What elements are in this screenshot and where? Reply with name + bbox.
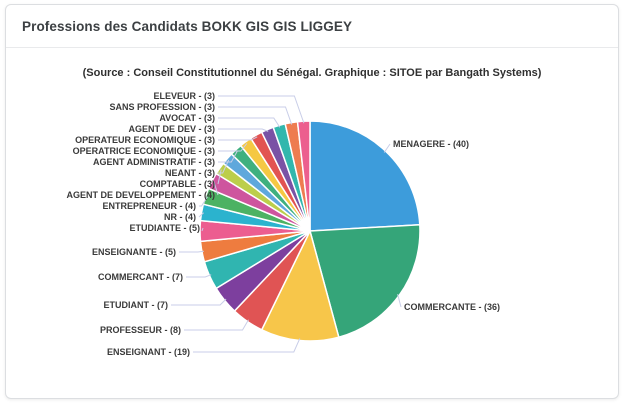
page-title: Professions des Candidats BOKK GIS GIS L… xyxy=(22,18,353,34)
chart-subtitle: (Source : Conseil Constitutionnel du Sén… xyxy=(82,67,542,79)
card-header: Professions des Candidats BOKK GIS GIS L… xyxy=(6,5,618,48)
